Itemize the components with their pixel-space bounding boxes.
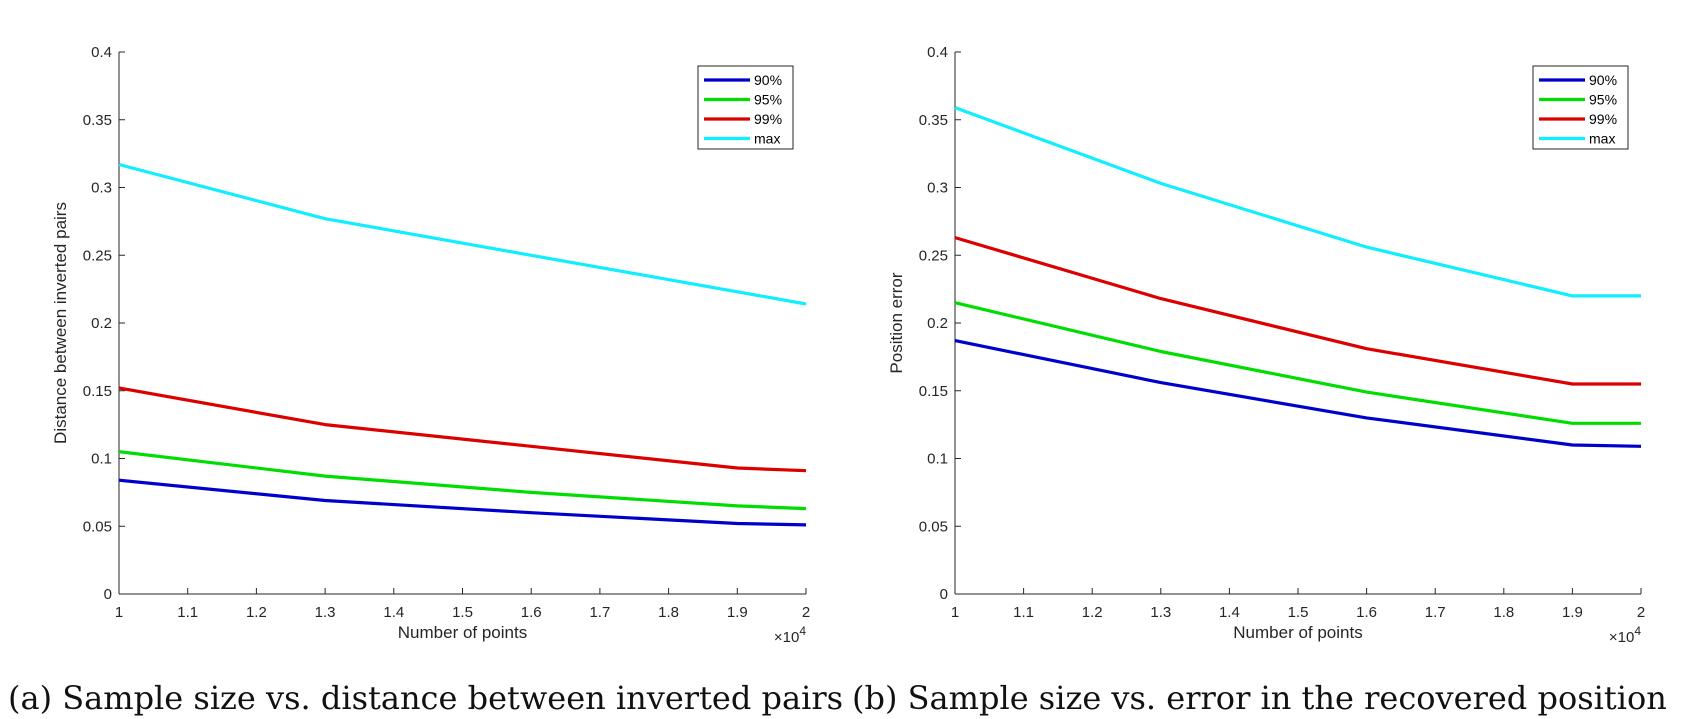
x-tick-label: 1.1 — [177, 604, 198, 621]
x-tick-label: 1 — [951, 604, 959, 621]
x-tick-label: 1.3 — [315, 604, 336, 621]
series-line-max — [118, 162, 807, 306]
legend: 90% 95% 99% max — [697, 65, 794, 150]
y-tick-label: 0 — [940, 586, 948, 603]
legend-label: 95% — [754, 92, 782, 108]
x-tick-label: 1.3 — [1150, 604, 1171, 621]
series-line-max — [954, 106, 1641, 298]
x-tick-label: 1.9 — [727, 604, 748, 621]
x-tick-label: 1.5 — [1288, 604, 1309, 621]
y-tick-label: 0.15 — [919, 383, 948, 400]
y-tick-label: 0.2 — [91, 315, 112, 332]
x-multiplier-exponent: 4 — [1634, 624, 1641, 638]
legend-label: 99% — [754, 111, 782, 127]
x-tick-label: 1.7 — [1425, 604, 1446, 621]
y-tick-label: 0.35 — [83, 112, 112, 129]
x-multiplier-base: ×10 — [1609, 629, 1634, 646]
series-line-95pct — [118, 450, 807, 511]
series-line-90pct — [118, 478, 807, 527]
x-tick-label: 1.7 — [589, 604, 610, 621]
y-tick-label: 0.1 — [927, 451, 948, 468]
y-axis-label: Distance between inverted pairs — [51, 202, 70, 444]
legend-label: 95% — [1589, 92, 1617, 108]
x-tick-label: 1.4 — [383, 604, 404, 621]
x-tick-label: 1.8 — [658, 604, 679, 621]
y-tick-label: 0.1 — [91, 451, 112, 468]
x-tick-label: 1.2 — [1082, 604, 1103, 621]
y-tick-label: 0 — [104, 586, 112, 603]
x-tick-label: 1.6 — [1356, 604, 1377, 621]
x-tick-label: 1 — [115, 604, 123, 621]
caption-a: (a) Sample size vs. distance between inv… — [8, 679, 844, 717]
x-tick-label: 1.9 — [1562, 604, 1583, 621]
x-tick-label: 2 — [802, 604, 810, 621]
chart-a: 1 1.1 1.2 1.3 1.4 1.5 1.6 1.7 1.8 1.9 2 0 0.05 0.1 0.1… — [51, 44, 810, 646]
y-axis-label: Position error — [887, 272, 906, 373]
x-tick-label: 1.2 — [246, 604, 267, 621]
y-tick-label: 0.2 — [927, 315, 948, 332]
x-tick-label: 1.6 — [521, 604, 542, 621]
x-tick-label: 2 — [1637, 604, 1645, 621]
x-tick-label: 1.5 — [452, 604, 473, 621]
x-multiplier-base: ×10 — [774, 629, 799, 646]
series-line-90pct — [954, 339, 1642, 448]
legend-label: 99% — [1589, 111, 1617, 127]
y-tick-label: 0.15 — [83, 383, 112, 400]
y-tick-label: 0.3 — [927, 180, 948, 197]
series-line-99pct — [954, 236, 1641, 386]
x-axis-label: Number of points — [1233, 623, 1362, 642]
y-tick-label: 0.4 — [91, 44, 112, 61]
chart-b: 1 1.1 1.2 1.3 1.4 1.5 1.6 1.7 1.8 1.9 2 0 0.05 0.1 0.1… — [887, 44, 1645, 646]
y-tick-label: 0.4 — [927, 44, 948, 61]
x-tick-label: 1.1 — [1013, 604, 1034, 621]
y-tick-label: 0.05 — [919, 518, 948, 535]
x-multiplier: ×104 — [774, 624, 806, 646]
legend-label: 90% — [754, 72, 782, 88]
x-axis-label: Number of points — [398, 623, 527, 642]
y-tick-label: 0.35 — [919, 112, 948, 129]
x-multiplier: ×104 — [1609, 624, 1641, 646]
y-tick-label: 0.25 — [919, 247, 948, 264]
series-line-99pct — [118, 386, 807, 473]
legend-label: max — [754, 131, 780, 147]
legend: 90% 95% 99% max — [1532, 65, 1629, 150]
caption-b: (b) Sample size vs. error in the recover… — [852, 679, 1667, 717]
series-line-95pct — [954, 301, 1641, 425]
x-multiplier-exponent: 4 — [799, 624, 806, 638]
legend-label: max — [1589, 131, 1615, 147]
legend-label: 90% — [1589, 72, 1617, 88]
y-tick-label: 0.3 — [91, 180, 112, 197]
x-tick-label: 1.4 — [1219, 604, 1240, 621]
y-tick-label: 0.25 — [83, 247, 112, 264]
y-tick-label: 0.05 — [83, 518, 112, 535]
x-tick-label: 1.8 — [1493, 604, 1514, 621]
